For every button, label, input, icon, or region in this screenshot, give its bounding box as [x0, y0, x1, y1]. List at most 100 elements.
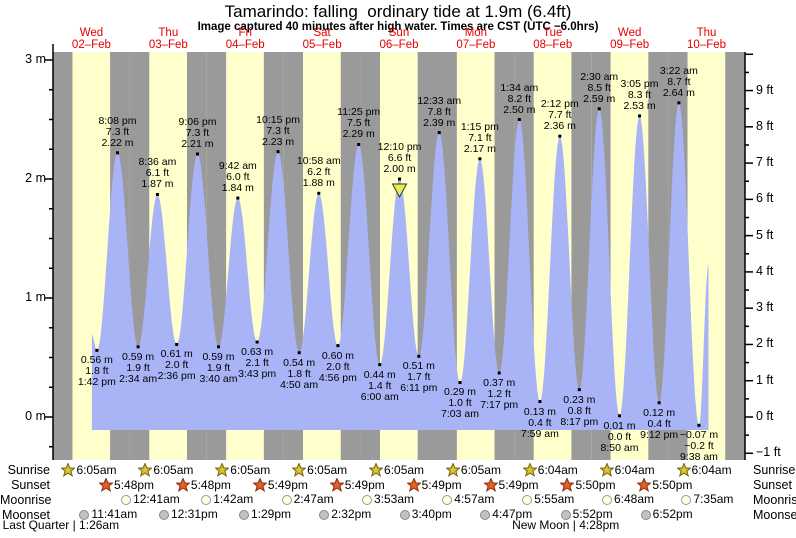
y-axis-left-label: 3 m	[25, 52, 46, 66]
sunset-entry: 5:48pm	[99, 478, 154, 492]
low-tide-label: −0.07 m −0.2 ft 9:38 am	[679, 429, 719, 464]
sunset-icon	[329, 478, 344, 492]
sunrise-icon	[522, 463, 537, 477]
high-tide-label: 9:42 am 6.0 ft 1.84 m	[218, 160, 257, 195]
day-header-date: 04–Feb	[225, 39, 265, 51]
astro-row-label-right: Moonrise	[753, 493, 796, 507]
sunrise-entry: 6:05am	[369, 463, 424, 477]
sunrise-time: 6:04am	[614, 462, 655, 477]
moonset-icon	[319, 509, 330, 520]
high-tide-label: 3:22 am 8.7 ft 2.64 m	[659, 64, 698, 99]
day-header-weekday: Tue	[543, 27, 563, 39]
sunrise-icon	[676, 463, 691, 477]
high-tide-label: 10:15 pm 7.3 ft 2.23 m	[256, 113, 300, 148]
moonrise-icon	[442, 494, 453, 505]
tide-point-dot	[357, 142, 361, 146]
tide-point-dot	[497, 371, 501, 375]
sunset-time: 5:50pm	[575, 477, 616, 492]
day-header-weekday: Thu	[158, 27, 179, 39]
tide-point-dot	[297, 351, 301, 355]
night-band	[53, 52, 73, 460]
sunset-time: 5:49pm	[267, 477, 308, 492]
low-tide-label: 0.23 m 0.8 ft 8:17 pm	[560, 393, 599, 428]
day-header-date: 10–Feb	[687, 39, 727, 51]
sunset-entry: 5:49pm	[329, 478, 385, 492]
moonrise-time: 3:53am	[373, 492, 415, 506]
moonset-time: 1:29pm	[250, 507, 291, 521]
sunset-icon	[406, 478, 421, 492]
sunset-entry: 5:49pm	[406, 477, 462, 492]
sunrise-time: 6:05am	[384, 462, 425, 477]
day-header-date: 08–Feb	[533, 39, 573, 51]
y-axis-right-label: 1 ft	[756, 372, 774, 387]
low-tide-label: 0.44 m 1.4 ft 6:00 am	[360, 368, 399, 403]
page-title: Tamarindo: falling ordinary tide at 1.9m…	[224, 2, 572, 21]
high-tide-label: 12:33 am 7.8 ft 2.39 m	[417, 94, 462, 129]
sunset-time: 5:50pm	[652, 477, 693, 492]
sunrise-icon	[445, 463, 460, 477]
moonset-time: 4:47pm	[492, 507, 533, 521]
sunrise-icon	[61, 463, 76, 477]
moonrise-entry: 2:47am	[281, 493, 334, 506]
high-tide-label: 2:12 pm 7.7 ft 2.36 m	[540, 98, 579, 133]
sunset-icon	[483, 478, 498, 492]
day-header-date: 02–Feb	[71, 39, 111, 51]
low-tide-label: 0.59 m 1.9 ft 3:40 am	[199, 350, 238, 385]
tide-point-dot	[517, 118, 521, 121]
y-axis-right-label: 2 ft	[756, 336, 774, 351]
astro-row-label-left: Sunrise	[7, 463, 50, 477]
tide-point-dot	[195, 152, 199, 156]
moonset-time: 5:52pm	[572, 507, 613, 521]
low-tide-label: 0.60 m 2.0 ft 4:56 pm	[318, 349, 357, 384]
tide-point-dot	[155, 192, 159, 196]
low-tide-label: 0.01 m 0.0 ft 8:50 am	[600, 419, 639, 454]
tide-point-dot	[677, 101, 681, 105]
moonrise-icon	[121, 494, 132, 505]
day-header-weekday: Wed	[79, 27, 104, 39]
sunset-icon	[560, 478, 575, 492]
sunrise-entry: 6:04am	[676, 463, 732, 477]
day-header-date: 07–Feb	[456, 39, 496, 51]
astro-row-label-right: Sunset	[753, 478, 792, 492]
sunrise-icon	[292, 463, 307, 477]
moonrise-time: 6:48am	[614, 492, 655, 506]
moonset-icon	[158, 509, 169, 520]
sunset-time: 5:49pm	[421, 477, 462, 492]
moonset-icon	[640, 509, 651, 520]
low-tide-label: 0.51 m 1.7 ft 6:11 pm	[400, 360, 438, 395]
high-tide-label: 10:58 am 6.2 ft 1.88 m	[296, 155, 341, 190]
moonset-entry: 3:40pm	[399, 508, 452, 521]
moonset-entry: 11:41am	[79, 508, 137, 521]
sunset-icon	[560, 478, 575, 492]
sunrise-icon	[445, 463, 460, 477]
moonset-time: 11:41am	[91, 507, 138, 521]
sunrise-entry: 6:04am	[599, 462, 655, 477]
astro-row-label-left: Sunset	[11, 478, 50, 492]
tide-point-dot	[116, 151, 120, 155]
moonset-entry: 4:47pm	[480, 508, 532, 521]
low-tide-label: 0.37 m 1.2 ft 7:17 pm	[480, 376, 519, 411]
sunrise-icon	[138, 463, 153, 477]
astro-row-label-right: Moonset	[753, 508, 796, 522]
tide-point-dot	[317, 191, 321, 195]
sunset-time: 5:48pm	[190, 477, 231, 492]
low-tide-label: 0.56 m 1.8 ft 1:42 pm	[77, 354, 116, 389]
low-tide-label: 0.61 m 2.0 ft 2:36 pm	[157, 348, 196, 383]
sunset-icon	[99, 478, 114, 492]
tide-point-dot	[437, 131, 441, 135]
tide-point-dot	[236, 196, 240, 200]
high-tide-label: 2:30 am 8.5 ft 2.59 m	[580, 70, 619, 105]
day-header-date: 06–Feb	[379, 39, 419, 51]
sunrise-icon	[369, 463, 384, 477]
tide-point-dot	[217, 345, 221, 349]
y-axis-right-label: 8 ft	[756, 118, 774, 133]
y-axis-right-label: 6 ft	[756, 191, 774, 206]
low-tide-label: 0.12 m 0.4 ft 9:12 pm	[640, 406, 679, 441]
tide-point-dot	[336, 344, 340, 348]
astro-row-label-left: Moonset	[2, 508, 50, 522]
y-axis-right-label: 5 ft	[756, 227, 774, 242]
sunset-icon	[99, 478, 114, 492]
moon-phase-note: Last Quarter | 1:26am	[2, 518, 120, 532]
